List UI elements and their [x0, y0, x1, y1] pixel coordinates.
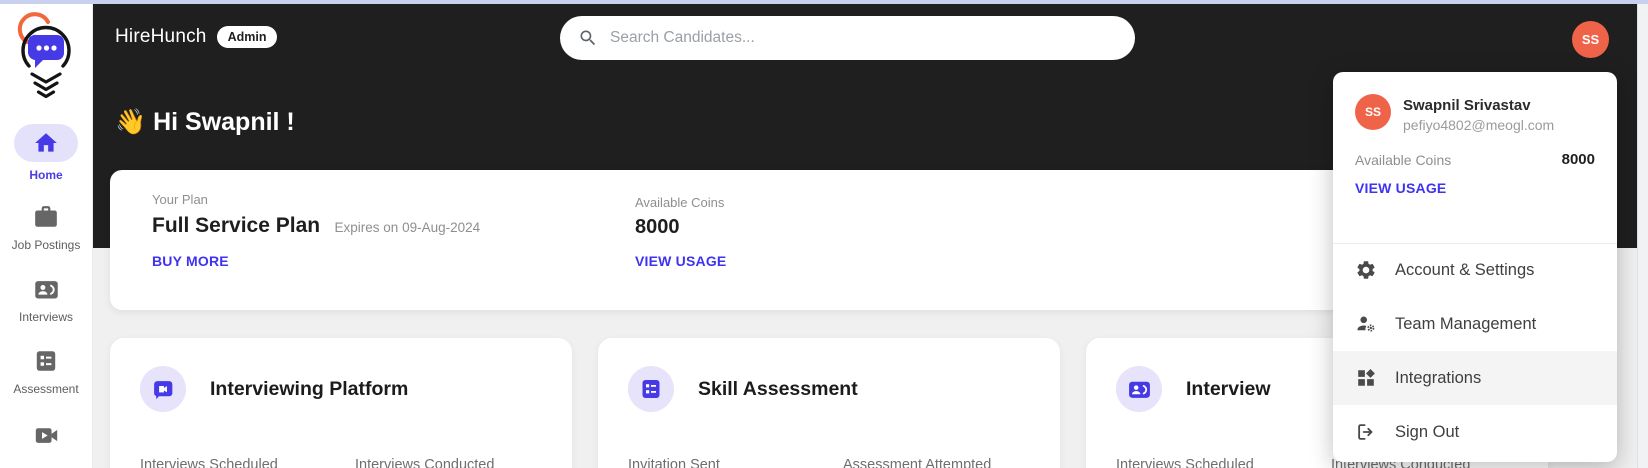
menu-item-integrations[interactable]: Integrations: [1333, 351, 1617, 405]
menu-item-label: Integrations: [1395, 368, 1482, 387]
sidebar: Home Job Postings: [0, 4, 93, 468]
search-bar[interactable]: [560, 16, 1135, 60]
sidebar-item-job-postings[interactable]: Job Postings: [0, 202, 92, 252]
interviewing-platform-card[interactable]: Interviewing Platform Interviews Schedul…: [110, 338, 572, 468]
available-coins-label: Available Coins: [1355, 152, 1452, 168]
sidebar-item-interviews[interactable]: Interviews: [0, 274, 92, 324]
menu-item-sign-out[interactable]: Sign Out: [1333, 405, 1617, 459]
metric-label: Interviews Conducted: [355, 457, 495, 468]
sidebar-item-label: Assessment: [13, 382, 79, 396]
gear-icon: [1355, 259, 1377, 281]
sidebar-item-label: Interviews: [18, 310, 74, 324]
admin-badge: Admin: [216, 26, 278, 48]
user-name: Swapnil Srivastav: [1403, 97, 1531, 114]
search-icon: [578, 28, 598, 48]
ballot-icon: [33, 348, 59, 374]
sidebar-item-assessment[interactable]: Assessment: [0, 346, 92, 396]
metric-label: Interviews Conducted: [1331, 457, 1471, 468]
hirehunch-logo-icon: [14, 12, 78, 116]
interview-badge-icon: [33, 276, 60, 303]
available-coins-value: 8000: [1561, 151, 1595, 168]
ballot-icon: [628, 366, 674, 412]
user-avatar[interactable]: SS: [1572, 21, 1609, 58]
card-title: Interviewing Platform: [210, 377, 409, 400]
brand-title: HireHunch: [115, 26, 207, 47]
dropdown-avatar: SS: [1355, 94, 1391, 130]
card-title: Interview: [1186, 377, 1271, 400]
menu-item-team-management[interactable]: Team Management: [1333, 297, 1617, 351]
menu-item-label: Sign Out: [1395, 422, 1460, 441]
card-title: Skill Assessment: [698, 377, 858, 400]
metric-label: Assessment Attempted: [843, 457, 992, 468]
search-input[interactable]: [608, 28, 1117, 48]
scrollbar-track[interactable]: [1637, 4, 1648, 468]
profile-dropdown: SS Swapnil Srivastav pefiyo4802@meogl.co…: [1333, 72, 1617, 462]
home-icon: [33, 130, 59, 156]
plan-card: Your Plan Full Service Plan Expires on 0…: [110, 170, 1548, 310]
metric-label: Invitation Sent: [628, 457, 720, 468]
logout-icon: [1355, 421, 1377, 443]
skill-assessment-card[interactable]: Skill Assessment Invitation Sent Assessm…: [598, 338, 1060, 468]
user-email: pefiyo4802@meogl.com: [1403, 117, 1555, 133]
sidebar-item-home[interactable]: Home: [0, 124, 92, 182]
view-usage-link[interactable]: VIEW USAGE: [1355, 180, 1447, 196]
view-usage-link[interactable]: VIEW USAGE: [635, 253, 727, 269]
available-coins-label: Available Coins: [635, 195, 725, 210]
plan-name: Full Service Plan: [152, 214, 321, 237]
available-coins-value: 8000: [635, 216, 680, 238]
briefcase-icon: [33, 204, 59, 230]
your-plan-label: Your Plan: [152, 192, 208, 207]
metric-label: Interviews Scheduled: [1116, 457, 1254, 468]
greeting-text: 👋 Hi Swapnil !: [115, 108, 295, 136]
sidebar-item-label: Home: [29, 168, 63, 182]
plan-expiry: Expires on 09-Aug-2024: [334, 220, 481, 235]
buy-more-link[interactable]: BUY MORE: [152, 253, 229, 269]
videocam-icon: [33, 422, 60, 449]
sidebar-item-recordings[interactable]: [0, 420, 92, 450]
interview-badge-icon: [1116, 366, 1162, 412]
widgets-icon: [1355, 367, 1377, 389]
menu-item-label: Team Management: [1395, 314, 1537, 333]
home-active-pill: [14, 124, 78, 162]
metric-label: Interviews Scheduled: [140, 457, 278, 468]
divider: [1333, 243, 1617, 244]
menu-item-label: Account & Settings: [1395, 260, 1535, 279]
manage-accounts-icon: [1355, 313, 1377, 335]
window-top-strip: [0, 0, 1648, 4]
video-chat-icon: [140, 366, 186, 412]
menu-item-account-settings[interactable]: Account & Settings: [1333, 243, 1617, 297]
sidebar-item-label: Job Postings: [11, 238, 81, 252]
